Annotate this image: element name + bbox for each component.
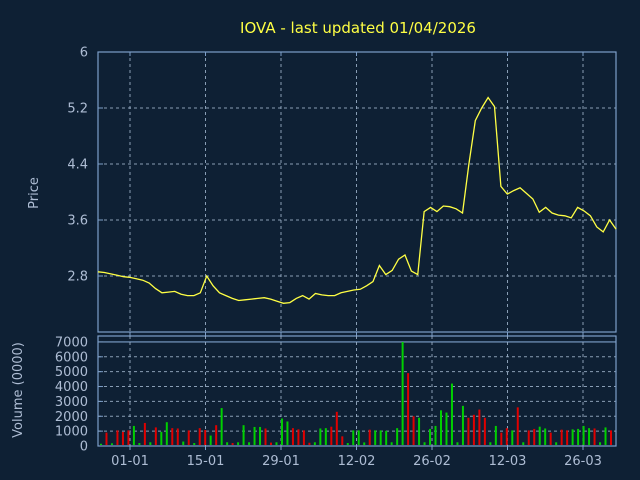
price-ytick-label: 5.2: [67, 102, 88, 117]
volume-ytick-label: 1000: [55, 425, 88, 440]
volume-axis-label: Volume (0000): [11, 342, 26, 438]
price-line-series: [97, 96, 617, 304]
x-tick-label: 29-01: [262, 454, 300, 469]
volume-gridlines: [98, 341, 616, 447]
volume-ytick-label: 3000: [55, 395, 88, 410]
volume-ytick-label: 0: [80, 440, 88, 455]
volume-bars: [100, 341, 612, 445]
price-ytick-label: 3.6: [67, 214, 88, 229]
price-ytick-label: 2.8: [67, 270, 88, 285]
volume-ytick-label: 2000: [55, 410, 88, 425]
price-ytick-label: 4.4: [67, 158, 88, 173]
volume-ytick-label: 4000: [55, 380, 88, 395]
x-tick-label: 15-01: [187, 454, 225, 469]
x-axis-tickmarks: [129, 52, 584, 450]
volume-ytick-label: 6000: [55, 350, 88, 365]
x-tick-label: 26-02: [413, 454, 451, 469]
x-tick-label: 12-02: [338, 454, 376, 469]
x-tick-label: 01-01: [111, 454, 149, 469]
price-axis-label: Price: [27, 177, 42, 209]
price-ytick-label: 6: [80, 46, 88, 61]
volume-ytick-label: 7000: [55, 335, 88, 350]
volume-ytick-label: 5000: [55, 365, 88, 380]
chart-title: IOVA - last updated 01/04/2026: [240, 19, 476, 37]
x-axis-tick-labels: 01-01 15-01 29-01 12-02 26-02 12-03 26-03: [111, 454, 602, 469]
x-tick-label: 12-03: [489, 454, 527, 469]
price-ytick-labels: 2.8 3.6 4.4 5.2 6: [67, 46, 88, 285]
x-tick-label: 26-03: [564, 454, 602, 469]
